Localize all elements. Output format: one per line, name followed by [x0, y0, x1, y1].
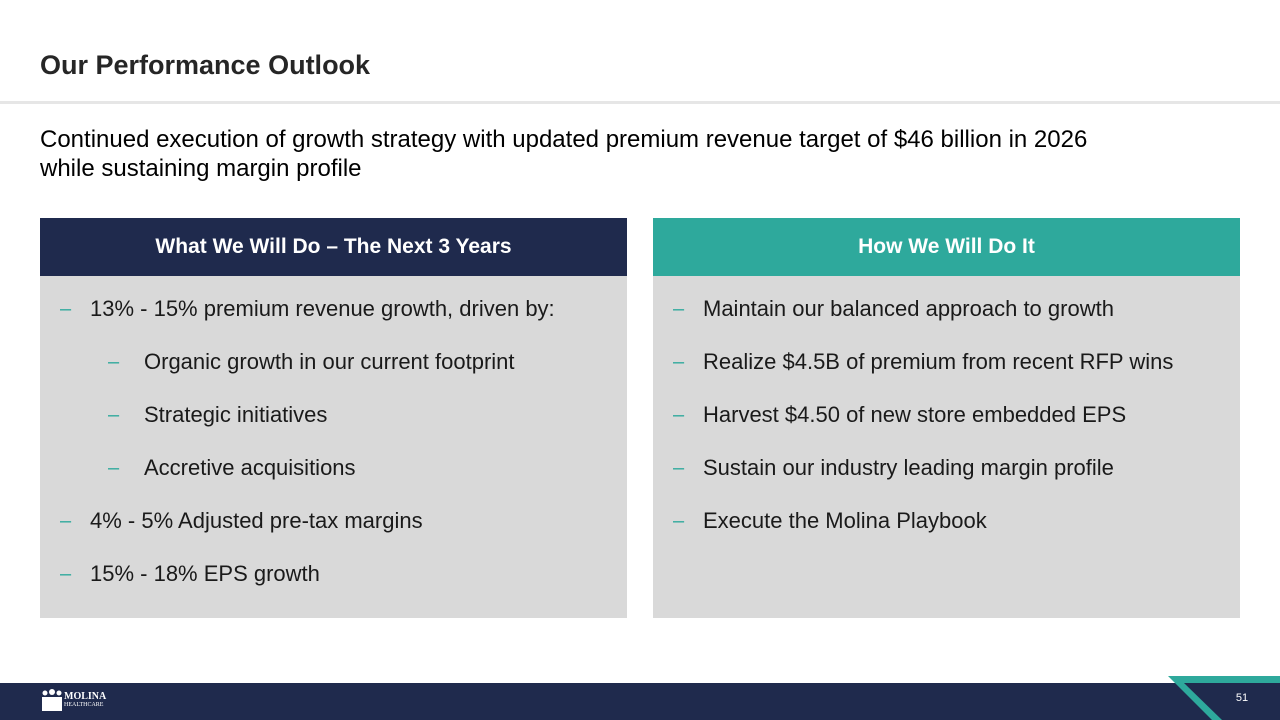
panel-heading: How We Will Do It: [653, 218, 1240, 276]
bullet-dash: –: [673, 298, 685, 320]
logo: MOLINA HEALTHCARE: [64, 692, 106, 710]
title-rule: [0, 101, 1280, 104]
bullet-dash: –: [60, 298, 72, 320]
bullet-text: Sustain our industry leading margin prof…: [703, 455, 1114, 480]
bullet-text: Maintain our balanced approach to growth: [703, 296, 1114, 321]
bullet-text: 15% - 18% EPS growth: [90, 561, 320, 586]
bullet-dash: –: [108, 457, 120, 479]
bullet-text: Harvest $4.50 of new store embedded EPS: [703, 402, 1127, 427]
bullet-text: Execute the Molina Playbook: [703, 508, 987, 533]
bullet-dash: –: [60, 563, 72, 585]
subtitle-line: while sustaining margin profile: [40, 155, 362, 182]
subtitle-line: Continued execution of growth strategy w…: [40, 126, 1088, 153]
footer-accent: 51: [1168, 676, 1280, 720]
sub-bullet-text: Strategic initiatives: [144, 402, 328, 427]
panel: How We Will Do It – Maintain our balanced…: [653, 218, 1240, 618]
slide-title: Our Performance Outlook: [40, 50, 371, 80]
logo-icon: [42, 689, 62, 711]
panel: What We Will Do – The Next 3 Years –13% …: [40, 218, 627, 618]
logo-tagline: HEALTHCARE: [64, 702, 104, 708]
logo-name: MOLINA: [64, 691, 107, 702]
page-number: 51: [1236, 692, 1248, 704]
bullet-dash: –: [673, 510, 685, 532]
sub-bullet-text: Accretive acquisitions: [144, 455, 356, 480]
bullet-dash: –: [108, 404, 120, 426]
bullet-dash: –: [673, 351, 685, 373]
footer-bar: [0, 683, 1280, 720]
bullet-text: Realize $4.5B of premium from recent RFP…: [703, 349, 1174, 374]
panel-heading: What We Will Do – The Next 3 Years: [40, 218, 627, 276]
bullet-dash: –: [673, 457, 685, 479]
sub-bullet-text: Organic growth in our current footprint: [144, 349, 515, 374]
bullet-text: 4% - 5% Adjusted pre-tax margins: [90, 508, 423, 533]
bullet-text: 13% - 15% premium revenue growth, driven…: [90, 296, 555, 321]
bullet-dash: –: [60, 510, 72, 532]
subtitle: Continued execution of growth strategy w…: [40, 125, 1087, 183]
bullet-dash: –: [108, 351, 120, 373]
bullet-dash: –: [673, 404, 685, 426]
